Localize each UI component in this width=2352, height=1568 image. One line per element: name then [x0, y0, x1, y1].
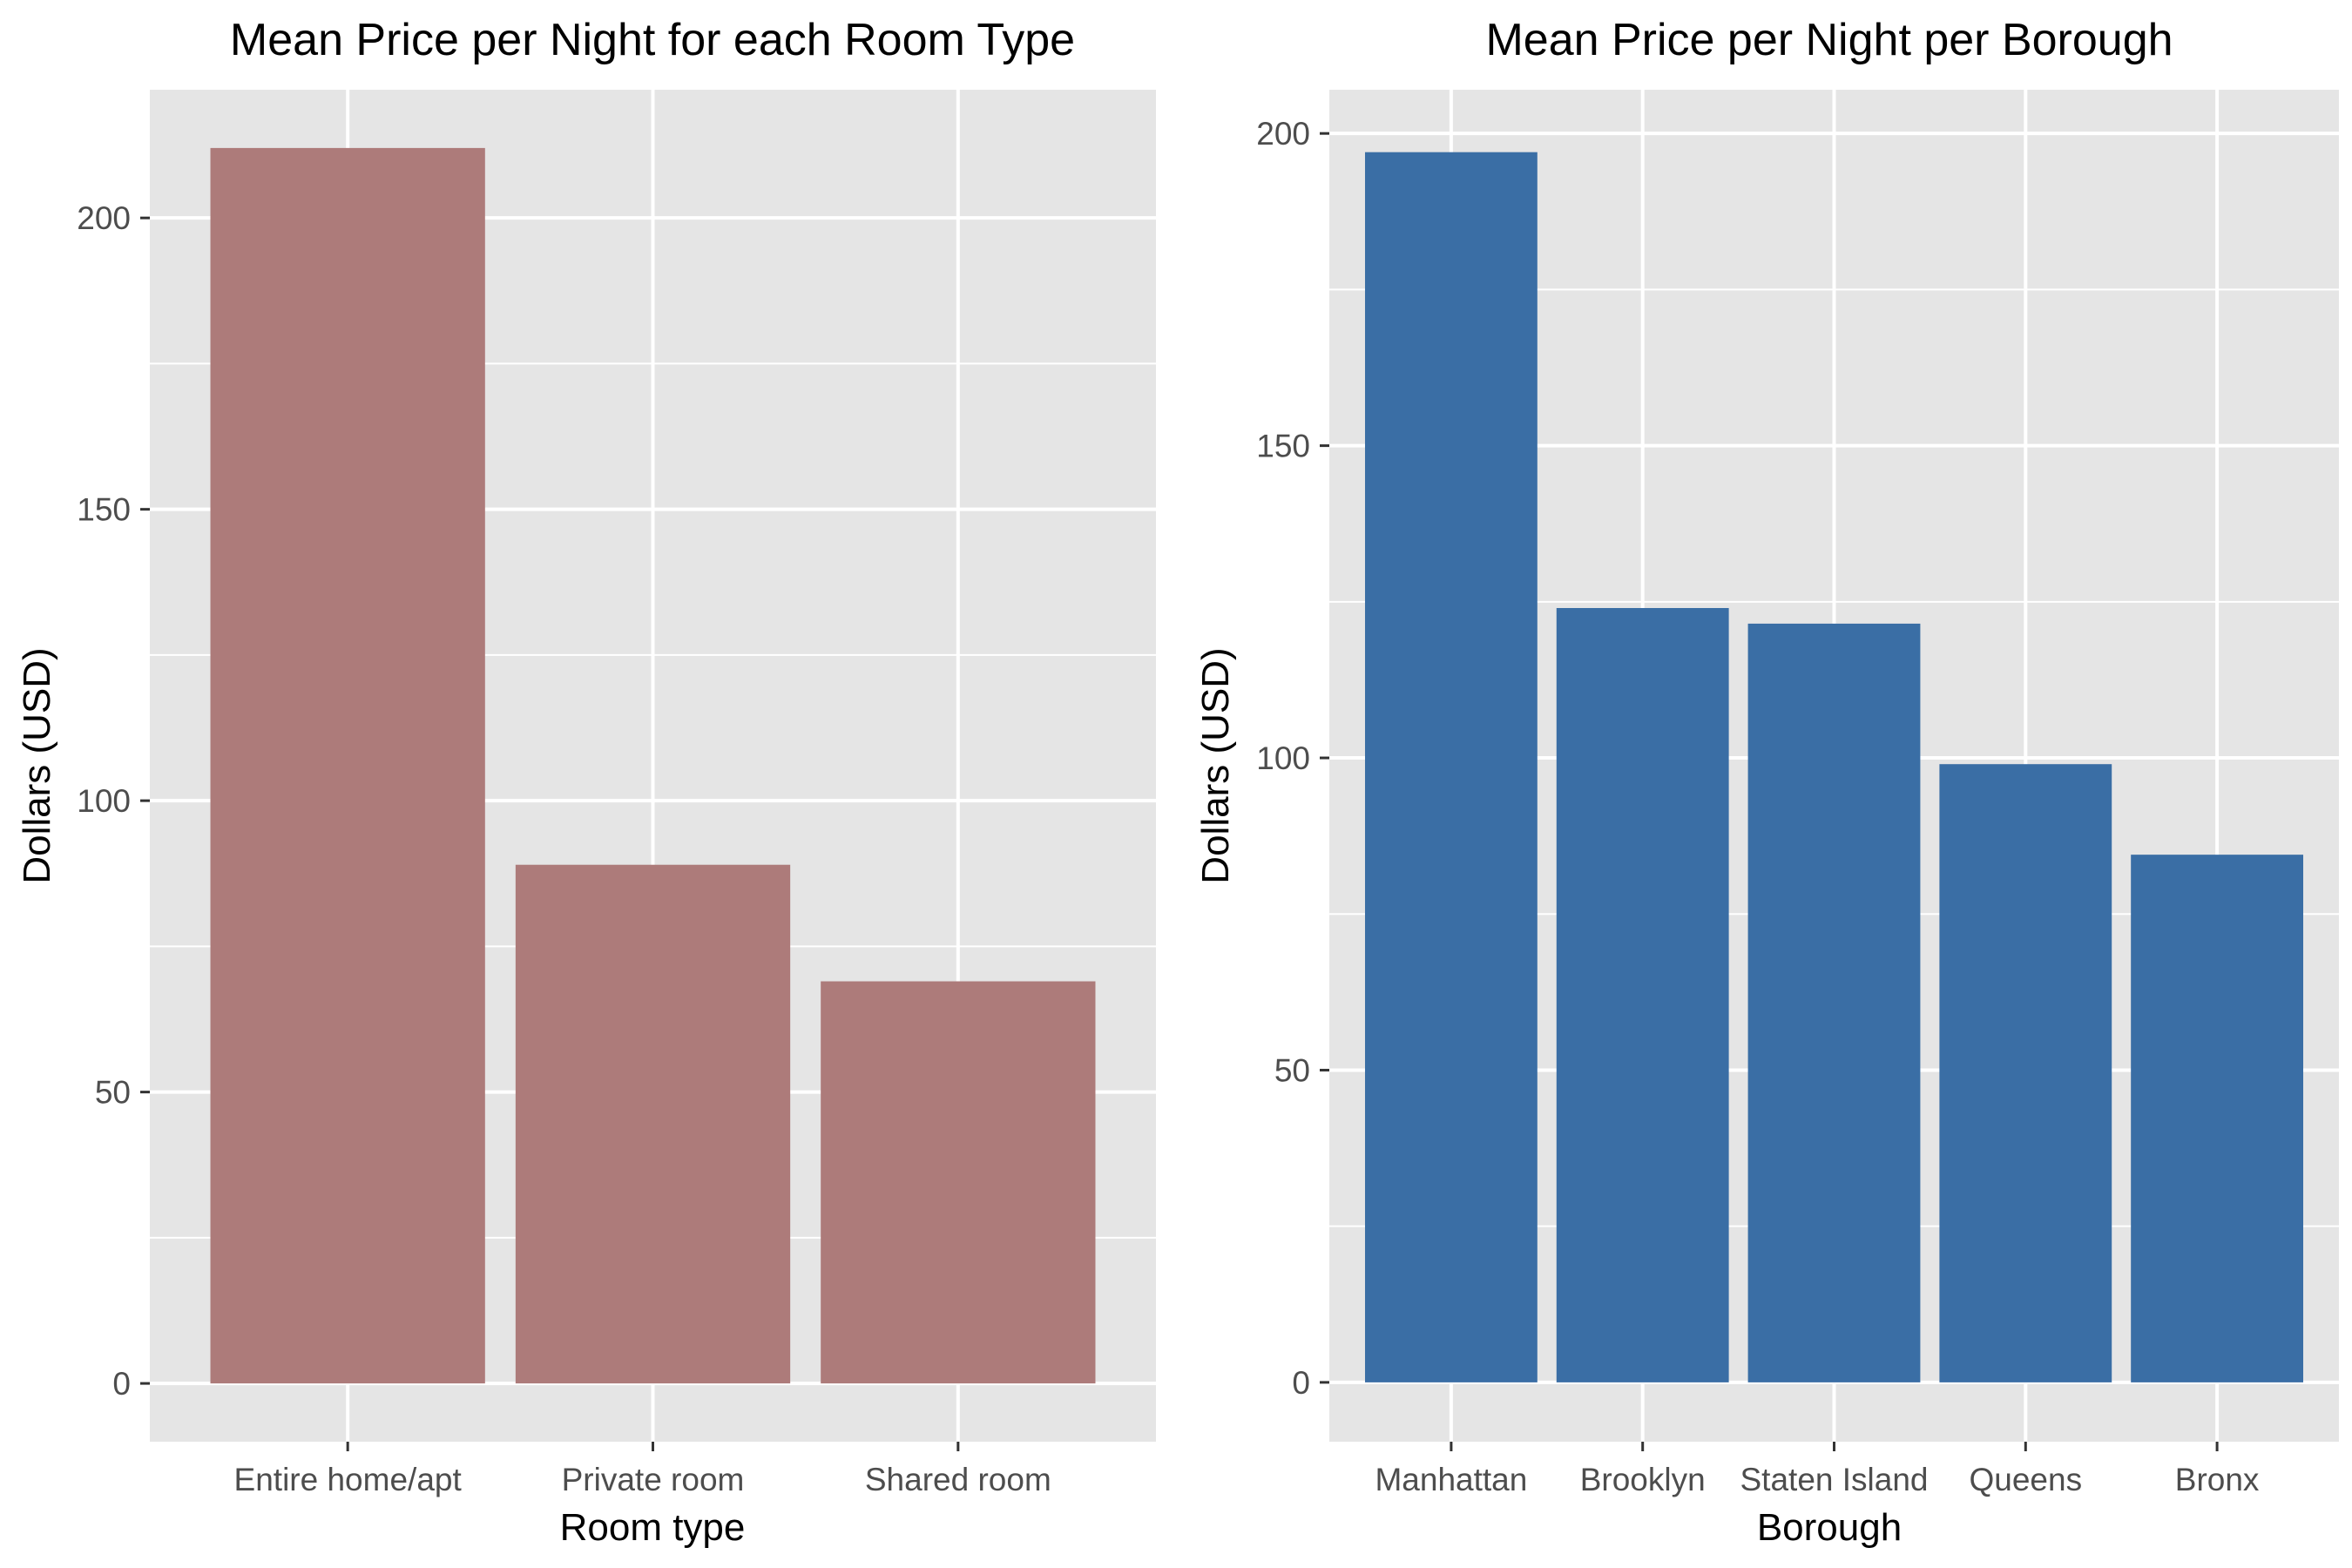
bar-entire-home-apt: [210, 147, 485, 1384]
y-tick-label: 0: [112, 1366, 131, 1402]
y-tick-label: 100: [77, 783, 131, 819]
bars-borough: [1364, 152, 2304, 1382]
y-tick-label: 150: [77, 492, 131, 528]
bar-shared-room: [821, 981, 1096, 1384]
y-tick-label: 100: [1256, 740, 1310, 776]
bar-queens: [1939, 764, 2112, 1382]
x-tick-label-queens: Queens: [1970, 1462, 2083, 1497]
bar-private-room: [515, 864, 791, 1384]
y-axis-title-room-type: Dollars (USD): [16, 647, 58, 883]
x-tick-label-brooklyn: Brooklyn: [1580, 1462, 1706, 1497]
y-tick-label: 150: [1256, 429, 1310, 464]
y-tick-label: 0: [1292, 1365, 1310, 1401]
y-axis-title-borough: Dollars (USD): [1194, 647, 1237, 883]
x-axis-title-borough: Borough: [1757, 1506, 1902, 1549]
chart-title-room-type: Mean Price per Night for each Room Type: [230, 15, 1075, 65]
borough-chart: 0 50 100 150 200 Manhattan Brooklyn Staten Isl…: [1194, 15, 2339, 1549]
x-tick-label-shared-room: Shared room: [865, 1462, 1051, 1497]
y-axis-room-type: 0 50 100 150 200: [77, 200, 150, 1402]
bar-staten-island: [1747, 623, 1921, 1382]
x-axis-room-type: Entire home/apt Private room Shared room: [234, 1442, 1051, 1497]
y-tick-label: 50: [1274, 1052, 1310, 1088]
x-tick-label-entire-home-apt: Entire home/apt: [234, 1462, 463, 1497]
x-tick-label-private-room: Private room: [562, 1462, 745, 1497]
x-axis-title-room-type: Room type: [560, 1506, 746, 1549]
bar-bronx: [2131, 855, 2304, 1382]
room-type-chart: 0 50 100 150 200 Entire home/apt Private room…: [16, 15, 1156, 1549]
x-tick-label-staten-island: Staten Island: [1740, 1462, 1929, 1497]
x-axis-borough: Manhattan Brooklyn Staten Island Queens Bron…: [1375, 1442, 2260, 1497]
bar-manhattan: [1364, 152, 1538, 1382]
y-tick-label: 200: [77, 200, 131, 236]
x-tick-label-manhattan: Manhattan: [1375, 1462, 1527, 1497]
bars-room-type: [210, 147, 1096, 1384]
x-tick-label-bronx: Bronx: [2175, 1462, 2260, 1497]
y-tick-label: 50: [95, 1075, 131, 1111]
y-tick-label: 200: [1256, 116, 1310, 152]
bar-brooklyn: [1556, 607, 1729, 1382]
chart-title-borough: Mean Price per Night per Borough: [1485, 15, 2173, 65]
y-axis-borough: 0 50 100 150 200: [1256, 116, 1329, 1401]
